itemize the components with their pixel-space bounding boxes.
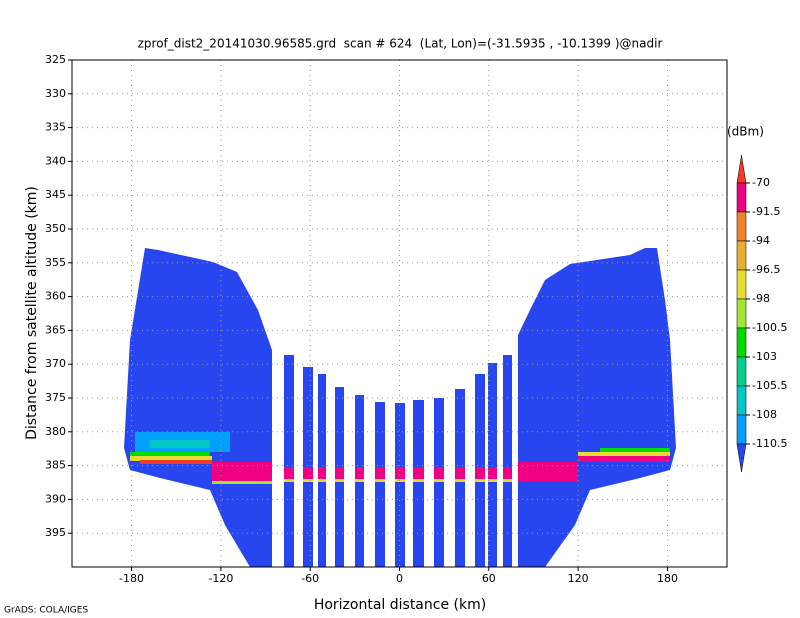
x-tick-label: 0	[396, 572, 403, 585]
colorbar-tick-label: -100.5	[752, 321, 787, 334]
field-band	[434, 467, 444, 479]
y-tick-label: 380	[45, 425, 66, 438]
colorbar-segment	[736, 327, 747, 358]
y-tick-label: 335	[45, 121, 66, 134]
field-band	[284, 467, 294, 479]
colorbar-segment	[736, 211, 747, 242]
field-band	[355, 479, 364, 482]
colorbar-tick-label: -105.5	[752, 379, 787, 392]
colorbar-tick-label: -94	[752, 234, 770, 247]
field-band	[375, 467, 385, 479]
field-band	[475, 479, 485, 482]
field-band	[355, 467, 364, 479]
colorbar-cap	[736, 154, 747, 184]
y-tick-label: 375	[45, 391, 66, 404]
y-tick-label: 390	[45, 492, 66, 505]
colorbar-segment	[736, 240, 747, 271]
field-band	[335, 479, 344, 482]
x-tick-label: 120	[568, 572, 589, 585]
footer: GrADS: COLA/IGES	[4, 606, 88, 616]
field-band	[318, 479, 326, 482]
field-band	[303, 479, 313, 482]
x-axis-label: Horizontal distance (km)	[314, 597, 486, 613]
field-band	[455, 479, 465, 482]
field-area	[518, 248, 676, 567]
field-band	[455, 467, 465, 479]
x-tick-label: -120	[208, 572, 233, 585]
field-band	[503, 479, 512, 482]
y-tick-label: 365	[45, 323, 66, 336]
field-band	[413, 467, 424, 479]
colorbar-tick-label: -70	[752, 176, 770, 189]
field-band	[212, 481, 272, 484]
colorbar-segment	[736, 356, 747, 387]
field-band	[303, 467, 313, 479]
field-area	[124, 248, 272, 567]
field	[124, 248, 676, 567]
y-tick-label: 355	[45, 256, 66, 269]
colorbar-segment	[736, 298, 747, 329]
field-band	[413, 479, 424, 482]
field-band	[488, 467, 497, 479]
field-band	[375, 479, 385, 482]
y-tick-label: 325	[45, 53, 66, 66]
field-band	[503, 467, 512, 479]
y-tick-label: 370	[45, 357, 66, 370]
colorbar-segment	[736, 385, 747, 416]
y-axis-label: Distance from satellite altitude (km)	[24, 186, 40, 440]
colorbar-cap	[736, 443, 747, 473]
y-tick-label: 340	[45, 154, 66, 167]
field-band	[395, 467, 405, 479]
colorbar-segment	[736, 414, 747, 445]
field-column	[503, 355, 512, 567]
field-band	[130, 452, 210, 456]
field-band	[140, 460, 212, 464]
y-tick-label: 395	[45, 526, 66, 539]
colorbar-segment	[736, 269, 747, 300]
plot-frame	[71, 59, 728, 568]
y-tick-label: 385	[45, 459, 66, 472]
y-tick-label: 350	[45, 222, 66, 235]
field-band	[318, 467, 326, 479]
field-band	[130, 456, 212, 461]
chart-title: zprof_dist2_20141030.96585.grd scan # 62…	[138, 37, 663, 51]
field-column	[488, 363, 497, 567]
field-band	[578, 456, 670, 462]
colorbar-tick-label: -91.5	[752, 205, 780, 218]
field-band	[475, 467, 485, 479]
x-tick-label: 180	[657, 572, 678, 585]
field-band	[600, 448, 670, 452]
field-column	[434, 398, 444, 567]
colorbar-segment	[736, 182, 747, 213]
field-band	[518, 462, 578, 482]
colorbar-tick-label: -96.5	[752, 263, 780, 276]
colorbar-tick-label: -103	[752, 350, 777, 363]
x-tick-label: -60	[301, 572, 319, 585]
field-band	[284, 479, 294, 482]
colorbar-label: (dBm)	[727, 125, 764, 139]
colorbar-tick-label: -110.5	[752, 437, 787, 450]
field-band	[335, 467, 344, 479]
colorbar-tick-label: -108	[752, 408, 777, 421]
field-band	[578, 452, 670, 456]
colorbar-tick-label: -98	[752, 292, 770, 305]
y-tick-label: 345	[45, 188, 66, 201]
y-tick-label: 330	[45, 87, 66, 100]
field-patch	[150, 440, 210, 448]
y-tick-label: 360	[45, 290, 66, 303]
field-band	[212, 462, 272, 482]
field-column	[284, 355, 294, 567]
x-tick-label: -180	[119, 572, 144, 585]
x-tick-label: 60	[482, 572, 496, 585]
field-column	[413, 400, 424, 567]
field-band	[488, 479, 497, 482]
field-band	[434, 479, 444, 482]
field-column	[375, 402, 385, 567]
